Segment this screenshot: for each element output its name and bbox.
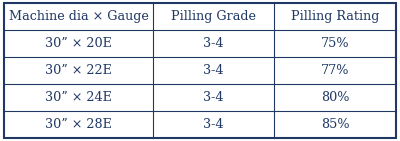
Text: 30” × 20E: 30” × 20E bbox=[45, 37, 112, 50]
Text: 3-4: 3-4 bbox=[204, 37, 224, 50]
Text: 77%: 77% bbox=[321, 64, 350, 77]
Text: 3-4: 3-4 bbox=[204, 118, 224, 131]
Text: 3-4: 3-4 bbox=[204, 91, 224, 104]
Text: 80%: 80% bbox=[321, 91, 350, 104]
Text: Pilling Grade: Pilling Grade bbox=[171, 10, 256, 23]
Text: 30” × 24E: 30” × 24E bbox=[45, 91, 112, 104]
Text: Machine dia × Gauge: Machine dia × Gauge bbox=[8, 10, 148, 23]
Text: 30” × 22E: 30” × 22E bbox=[45, 64, 112, 77]
Text: 75%: 75% bbox=[321, 37, 350, 50]
Text: Pilling Rating: Pilling Rating bbox=[291, 10, 380, 23]
Text: 30” × 28E: 30” × 28E bbox=[45, 118, 112, 131]
Text: 3-4: 3-4 bbox=[204, 64, 224, 77]
Text: 85%: 85% bbox=[321, 118, 350, 131]
